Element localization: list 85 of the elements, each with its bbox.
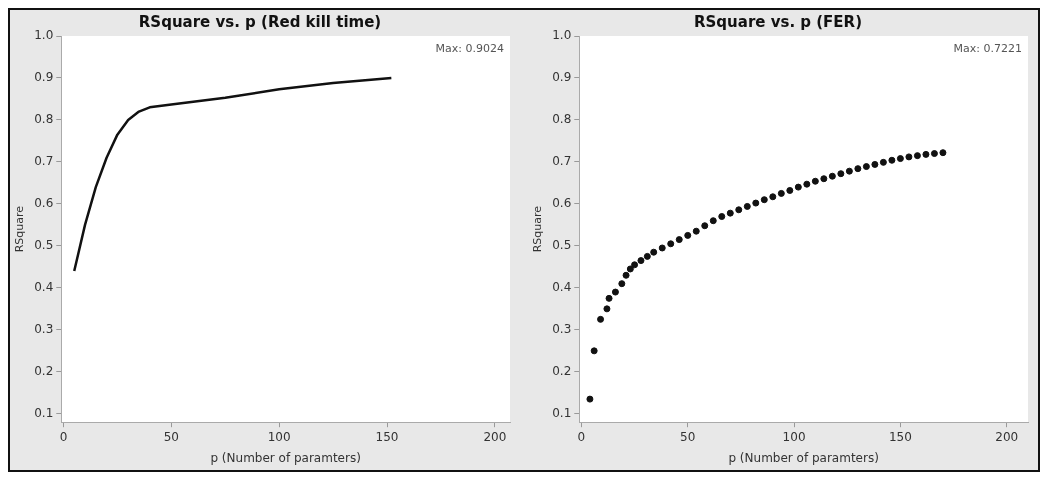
y-tick-label: 0.6 xyxy=(552,196,572,211)
point xyxy=(603,305,611,313)
y-tick-label: 1.0 xyxy=(552,28,572,43)
y-axis-title: RSquare xyxy=(531,205,545,253)
point xyxy=(718,213,726,221)
x-axis-title: p (Number of paramters) xyxy=(210,450,361,465)
point xyxy=(888,156,896,164)
point xyxy=(854,165,862,173)
y-tick-label: 1.0 xyxy=(34,28,54,43)
point xyxy=(845,167,853,175)
y-tick-label: 0.8 xyxy=(552,112,572,127)
y-tick-label: 0.9 xyxy=(34,70,54,85)
y-tick-label: 0.3 xyxy=(34,321,54,336)
point xyxy=(726,209,734,217)
point xyxy=(760,196,768,204)
point xyxy=(701,222,709,230)
y-tick-label: 0.5 xyxy=(34,238,54,253)
x-tick-label: 150 xyxy=(375,429,399,444)
point xyxy=(913,152,921,160)
point xyxy=(618,280,626,288)
point xyxy=(769,193,777,201)
x-tick-label: 200 xyxy=(483,429,507,444)
y-tick-label: 0.4 xyxy=(552,279,572,294)
point xyxy=(586,395,594,403)
x-tick-label: 100 xyxy=(782,429,806,444)
chart-title: RSquare vs. p (FER) xyxy=(693,12,863,31)
x-axis-title: p (Number of paramters) xyxy=(728,450,879,465)
point xyxy=(626,265,634,273)
point xyxy=(597,315,605,323)
y-axis-title: RSquare xyxy=(13,205,27,253)
y-tick-label: 0.6 xyxy=(34,196,54,211)
point xyxy=(667,240,675,248)
point xyxy=(611,288,619,296)
point xyxy=(709,217,717,225)
point xyxy=(684,231,692,239)
point xyxy=(658,244,666,252)
x-tick-label: 0 xyxy=(59,429,68,444)
y-tick-label: 0.2 xyxy=(34,363,54,378)
point xyxy=(896,155,904,163)
point xyxy=(922,150,930,158)
y-tick-label: 0.9 xyxy=(552,70,572,85)
point xyxy=(743,202,751,210)
annotation: Max: 0.7221 xyxy=(953,42,1022,56)
point xyxy=(905,153,913,161)
point xyxy=(828,172,836,180)
y-tick-label: 0.4 xyxy=(34,279,54,294)
point xyxy=(622,271,630,279)
point xyxy=(643,252,651,260)
y-tick-label: 0.7 xyxy=(34,154,54,169)
point xyxy=(692,227,700,235)
x-tick-label: 150 xyxy=(888,429,912,444)
point xyxy=(811,177,819,185)
y-tick-label: 0.1 xyxy=(552,405,572,420)
point xyxy=(650,248,658,256)
point xyxy=(637,257,645,265)
point xyxy=(631,261,639,269)
x-tick-label: 200 xyxy=(995,429,1019,444)
x-tick-label: 0 xyxy=(577,429,586,444)
point xyxy=(820,175,828,183)
point xyxy=(871,160,879,168)
chart-title: RSquare vs. p (Red kill time) xyxy=(138,12,382,31)
point xyxy=(590,347,598,355)
point xyxy=(879,158,887,166)
point xyxy=(862,163,870,171)
point xyxy=(803,180,811,188)
y-tick-label: 0.1 xyxy=(34,405,54,420)
x-tick-label: 50 xyxy=(163,429,179,444)
point xyxy=(675,236,683,244)
point xyxy=(605,294,613,302)
point xyxy=(752,199,760,207)
y-tick-label: 0.5 xyxy=(552,238,572,253)
point xyxy=(786,186,794,194)
point xyxy=(777,189,785,197)
x-tick-label: 50 xyxy=(680,429,696,444)
point xyxy=(794,183,802,191)
x-tick-label: 100 xyxy=(267,429,291,444)
point xyxy=(930,150,938,158)
point xyxy=(735,206,743,214)
point xyxy=(837,170,845,178)
y-tick-label: 0.7 xyxy=(552,154,572,169)
point xyxy=(939,149,947,157)
y-tick-label: 0.8 xyxy=(34,112,54,127)
y-tick-label: 0.3 xyxy=(552,321,572,336)
annotation: Max: 0.9024 xyxy=(435,42,504,56)
y-tick-label: 0.2 xyxy=(552,363,572,378)
